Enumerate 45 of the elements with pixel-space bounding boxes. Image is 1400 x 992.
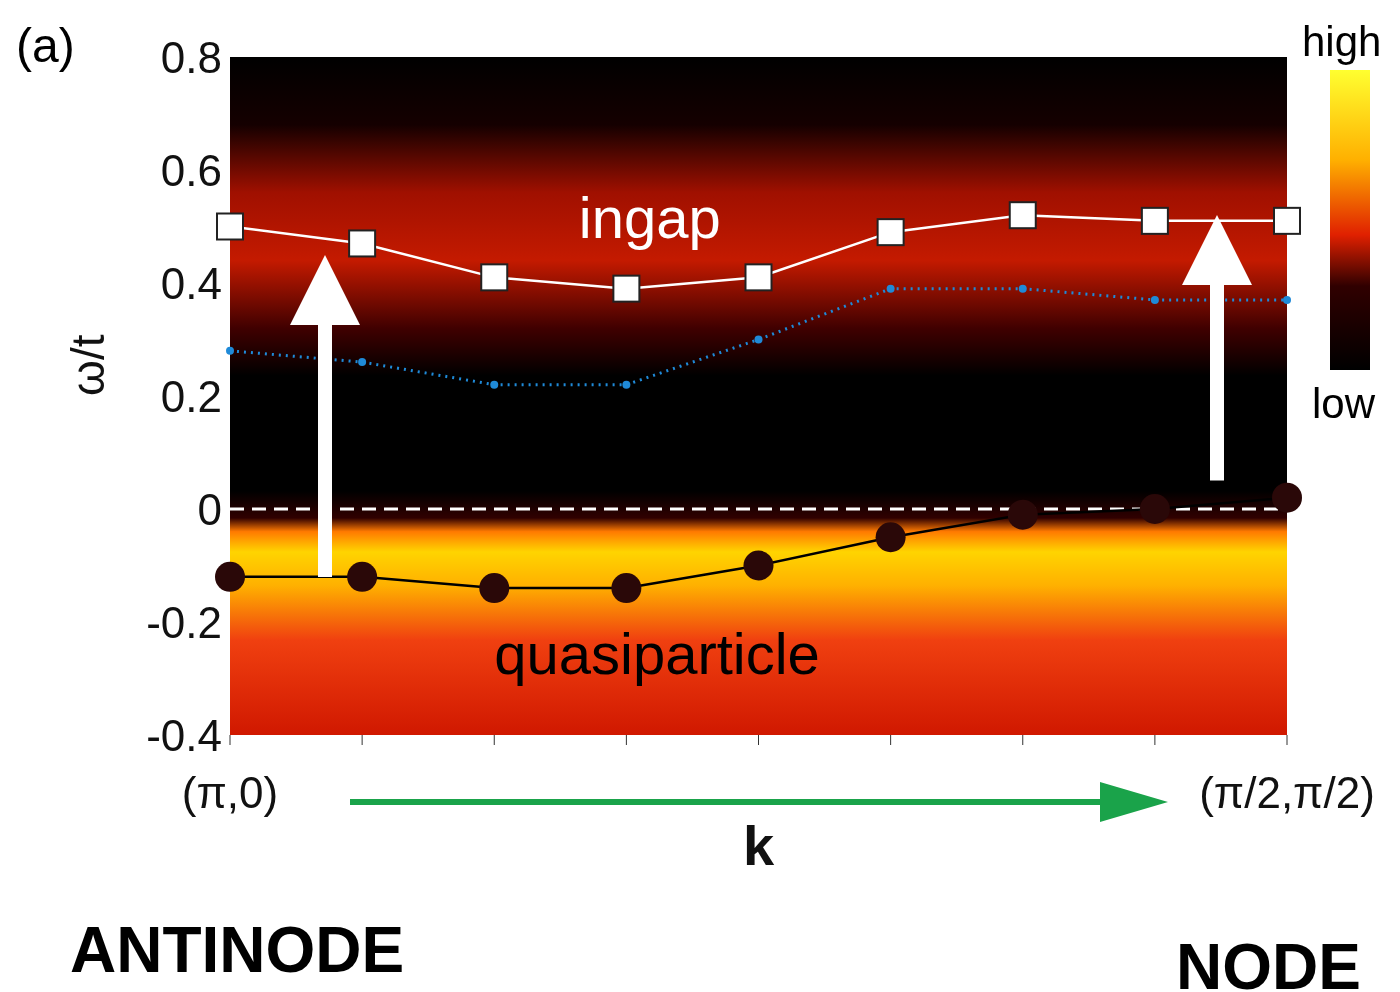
point — [348, 229, 377, 258]
point — [744, 263, 773, 292]
point — [1018, 284, 1027, 293]
point — [490, 380, 499, 389]
y-tick-label: -0.2 — [146, 597, 222, 647]
text: (a) — [16, 18, 75, 73]
point — [480, 263, 509, 292]
point — [1007, 499, 1038, 530]
y-tick-label: -0.4 — [146, 710, 222, 760]
point — [216, 212, 244, 241]
y-tick-label: 0.8 — [160, 32, 222, 82]
x-tick-label: (π/2,π/2) — [1199, 768, 1375, 818]
point — [622, 380, 631, 389]
point — [876, 218, 905, 247]
point — [754, 335, 763, 344]
point — [1150, 295, 1159, 304]
x-tick-label: (π,0) — [181, 768, 279, 818]
point — [612, 274, 641, 303]
x-axis-title: k — [742, 814, 775, 877]
series-label: quasiparticle — [494, 620, 820, 688]
y-tick-label: 0 — [197, 484, 222, 534]
point — [1140, 206, 1169, 235]
point — [347, 561, 378, 592]
y-tick-label: 0.2 — [160, 371, 222, 421]
point — [1008, 201, 1037, 230]
text: low — [1312, 380, 1376, 428]
series-label: ingap — [578, 183, 721, 251]
point — [215, 561, 245, 592]
point — [1272, 482, 1302, 513]
y-axis-title: ω/t — [62, 334, 115, 396]
y-tick-label: 0.4 — [160, 258, 222, 308]
point — [875, 522, 906, 553]
point — [1139, 494, 1170, 524]
point — [1283, 295, 1291, 304]
point — [886, 284, 895, 293]
point — [611, 573, 642, 604]
point — [743, 550, 774, 581]
point — [1273, 206, 1301, 235]
y-tick-label: 0.6 — [160, 145, 222, 195]
text: ANTINODE — [70, 913, 405, 987]
text: high — [1302, 18, 1382, 66]
point — [479, 573, 510, 604]
text: NODE — [1176, 930, 1361, 992]
point — [358, 358, 367, 367]
point — [226, 346, 234, 355]
